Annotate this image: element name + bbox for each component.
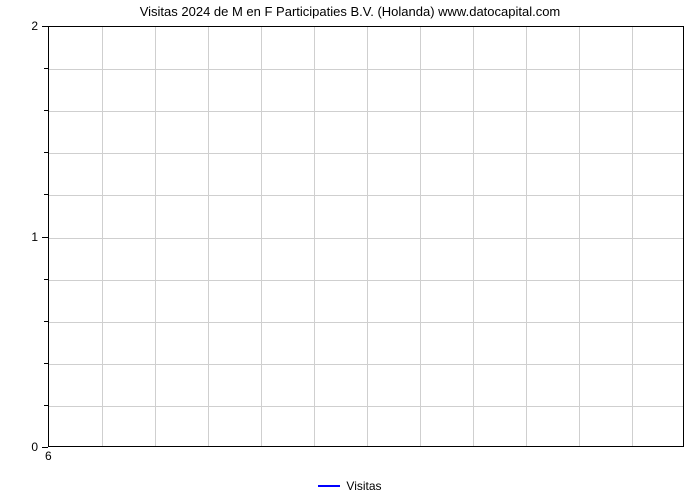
grid-line-vertical <box>473 27 474 446</box>
grid-line-horizontal <box>49 153 683 154</box>
grid-line-vertical <box>155 27 156 446</box>
legend-label: Visitas <box>346 479 381 493</box>
y-tick-mark <box>44 152 48 153</box>
y-tick-mark <box>44 363 48 364</box>
y-tick-mark <box>42 26 48 27</box>
y-tick-mark <box>44 279 48 280</box>
legend: Visitas <box>0 479 700 493</box>
y-tick-mark <box>44 110 48 111</box>
grid-line-vertical <box>208 27 209 446</box>
grid-line-horizontal <box>49 406 683 407</box>
grid-line-vertical <box>102 27 103 446</box>
grid-line-horizontal <box>49 364 683 365</box>
grid-line-horizontal <box>49 111 683 112</box>
grid-line-vertical <box>261 27 262 446</box>
chart-container: Visitas 2024 de M en F Participaties B.V… <box>0 0 700 500</box>
grid-line-vertical <box>632 27 633 446</box>
y-tick-mark <box>42 447 48 448</box>
grid-line-horizontal <box>49 322 683 323</box>
grid-line-vertical <box>367 27 368 446</box>
y-tick-mark <box>44 68 48 69</box>
y-tick-label: 2 <box>0 19 38 33</box>
plot-area <box>48 26 684 447</box>
grid-line-vertical <box>420 27 421 446</box>
grid-line-horizontal <box>49 195 683 196</box>
grid-line-vertical <box>314 27 315 446</box>
chart-title: Visitas 2024 de M en F Participaties B.V… <box>0 4 700 19</box>
y-tick-mark <box>44 405 48 406</box>
y-tick-mark <box>44 321 48 322</box>
grid-line-horizontal <box>49 238 683 239</box>
y-tick-label: 1 <box>0 230 38 244</box>
grid-line-horizontal <box>49 69 683 70</box>
x-tick-label: 6 <box>45 449 52 463</box>
grid-line-vertical <box>579 27 580 446</box>
y-tick-label: 0 <box>0 440 38 454</box>
grid-line-vertical <box>526 27 527 446</box>
grid-line-horizontal <box>49 280 683 281</box>
y-tick-mark <box>42 237 48 238</box>
legend-line <box>318 485 340 487</box>
y-tick-mark <box>44 194 48 195</box>
